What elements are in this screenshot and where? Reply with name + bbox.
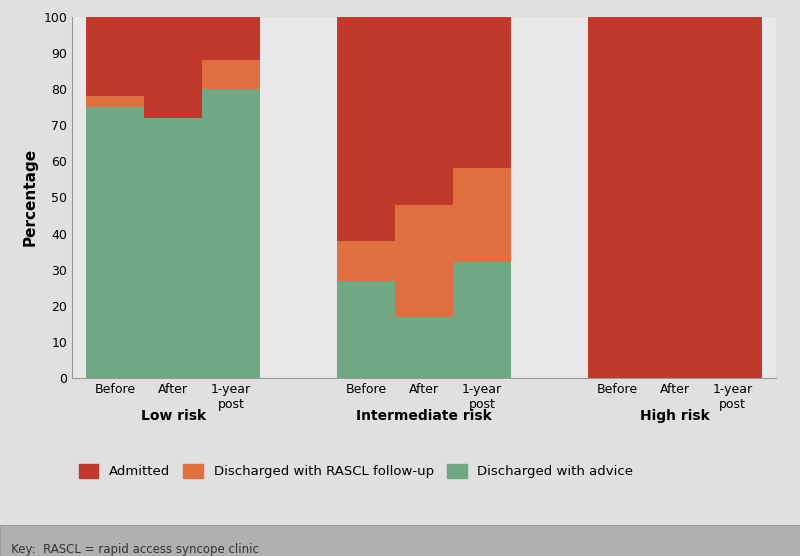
Bar bbox=[144, 118, 202, 378]
Bar bbox=[202, 17, 260, 60]
Bar bbox=[86, 96, 144, 107]
Bar bbox=[86, 17, 144, 96]
Bar bbox=[646, 17, 704, 378]
Bar bbox=[588, 17, 646, 378]
Bar bbox=[395, 17, 453, 205]
Legend: Admitted, Discharged with RASCL follow-up, Discharged with advice: Admitted, Discharged with RASCL follow-u… bbox=[78, 464, 634, 478]
Text: Intermediate risk: Intermediate risk bbox=[356, 409, 492, 423]
Bar bbox=[395, 205, 453, 316]
Bar bbox=[144, 17, 202, 118]
Bar bbox=[202, 89, 260, 378]
Text: Key:  RASCL = rapid access syncope clinic: Key: RASCL = rapid access syncope clinic bbox=[0, 543, 259, 556]
Bar bbox=[202, 60, 260, 89]
Text: High risk: High risk bbox=[640, 409, 710, 423]
Bar bbox=[338, 280, 395, 378]
Y-axis label: Percentage: Percentage bbox=[22, 148, 38, 246]
Bar bbox=[86, 107, 144, 378]
Text: Low risk: Low risk bbox=[141, 409, 206, 423]
Bar bbox=[453, 168, 510, 262]
Bar bbox=[338, 17, 395, 241]
Bar bbox=[453, 17, 510, 168]
Bar bbox=[338, 241, 395, 280]
Bar bbox=[704, 17, 762, 378]
Bar bbox=[453, 262, 510, 378]
Bar bbox=[395, 316, 453, 378]
